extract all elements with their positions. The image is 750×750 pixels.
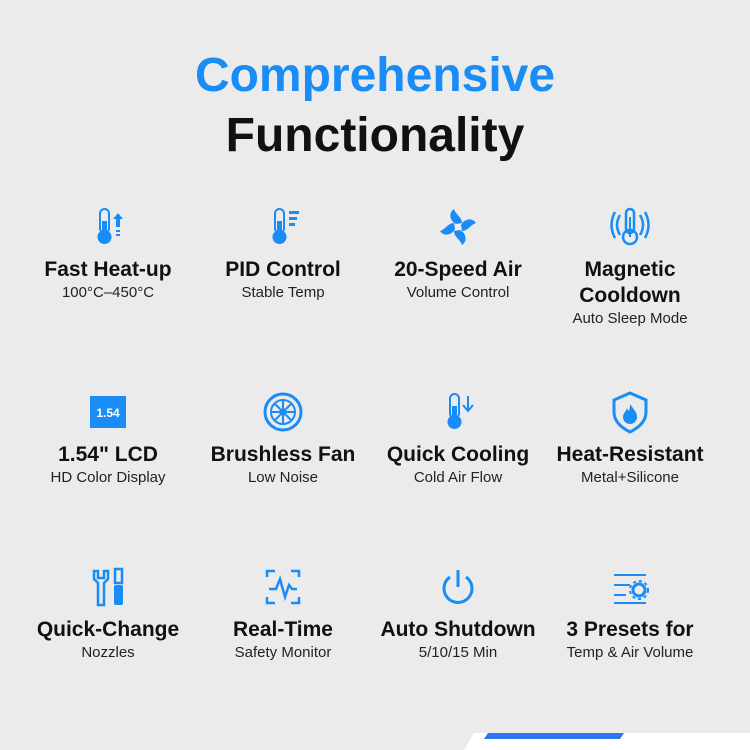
feature-subtitle: Metal+Silicone	[581, 469, 679, 486]
feature-item: Heat-Resistant Metal+Silicone	[540, 390, 720, 488]
thermometer-up-icon	[97, 208, 123, 244]
feature-subtitle: 5/10/15 Min	[418, 644, 498, 661]
feature-subtitle: Low Noise	[247, 469, 319, 486]
title-line2: Functionality	[225, 109, 525, 162]
fan-icon	[440, 209, 476, 245]
feature-subtitle: Volume Control	[406, 284, 510, 301]
feature-subtitle: Safety Monitor	[234, 644, 332, 661]
shield-flame-icon	[612, 391, 648, 434]
monitor-pulse-icon	[265, 569, 301, 605]
feature-item: Quick Cooling Cold Air Flow	[368, 390, 548, 488]
feature-item: 3 Presets for Temp & Air Volume	[540, 565, 720, 663]
feature-item: Fast Heat-up 100°C–450°C	[18, 205, 198, 303]
feature-subtitle: Stable Temp	[241, 284, 325, 301]
accent-bar	[484, 733, 624, 739]
feature-title: 20-Speed Air	[394, 258, 522, 281]
feature-subtitle: Temp & Air Volume	[566, 644, 694, 661]
feature-subtitle: Nozzles	[81, 644, 135, 661]
feature-title: Auto Shutdown	[380, 618, 536, 641]
feature-title: Heat-Resistant	[556, 443, 704, 466]
feature-title: Quick Cooling	[386, 443, 530, 466]
feature-item: Real-Time Safety Monitor	[193, 565, 373, 663]
thermometer-waves-icon	[610, 207, 650, 246]
feature-title: Fast Heat-up	[44, 258, 172, 281]
feature-subtitle: Auto Sleep Mode	[572, 310, 688, 327]
power-icon	[442, 570, 474, 604]
feature-item: 20-Speed Air Volume Control	[368, 205, 548, 303]
feature-item: PID Control Stable Temp	[193, 205, 373, 303]
feature-title: 3 Presets for	[566, 618, 694, 641]
thermometer-down-icon	[447, 393, 474, 429]
feature-item: 1.54 1.54" LCD HD Color Display	[18, 390, 198, 488]
feature-title: PID Control	[225, 258, 341, 281]
feature-title: Quick-Change	[36, 618, 180, 641]
feature-item: Auto Shutdown 5/10/15 Min	[368, 565, 548, 663]
feature-item: Magnetic Cooldown Auto Sleep Mode	[540, 205, 720, 329]
title-line1: Comprehensive	[194, 49, 556, 102]
svg-text:1.54: 1.54	[96, 406, 120, 420]
presets-gear-icon	[614, 574, 649, 604]
thermometer-bars-icon	[272, 208, 299, 244]
feature-title: Real-Time	[233, 618, 333, 641]
feature-title: Magnetic Cooldown	[579, 258, 681, 307]
feature-subtitle: HD Color Display	[50, 469, 166, 486]
feature-item: Quick-Change Nozzles	[18, 565, 198, 663]
feature-subtitle: Cold Air Flow	[413, 469, 503, 486]
feature-title: 1.54" LCD	[58, 443, 158, 466]
tools-icon	[92, 567, 124, 607]
brushless-fan-icon	[263, 392, 303, 432]
feature-title: Brushless Fan	[210, 443, 356, 466]
feature-item: Brushless Fan Low Noise	[193, 390, 373, 488]
lcd-icon: 1.54	[90, 396, 126, 428]
feature-subtitle: 100°C–450°C	[61, 284, 155, 301]
